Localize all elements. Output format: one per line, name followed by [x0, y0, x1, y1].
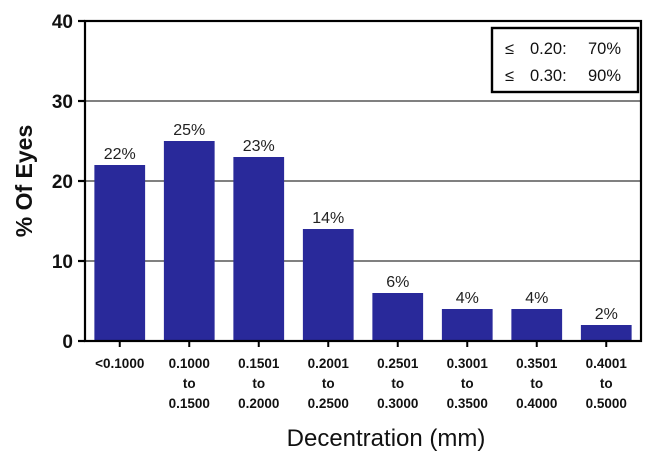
x-tick-label: 0.1000 [169, 356, 210, 371]
x-tick-label: to [391, 376, 404, 391]
x-tick-label: to [461, 376, 474, 391]
x-tick-label: 0.1500 [169, 396, 210, 411]
y-tick-label: 30 [52, 92, 73, 113]
data-labels: 22% 25% 23% 14% 6% 4% 4% 2% [104, 122, 618, 323]
bar [580, 325, 632, 341]
bar [302, 229, 354, 341]
legend: ≤ 0.20: 70% ≤ 0.30: 90% [490, 26, 640, 94]
y-axis-ticks: 0 10 20 30 40 [52, 12, 85, 353]
bar [441, 309, 493, 341]
x-tick-label: 0.3500 [447, 396, 488, 411]
x-tick-label: to [183, 376, 196, 391]
data-label: 22% [104, 146, 136, 163]
x-tick-label: to [322, 376, 335, 391]
x-tick-label: to [530, 376, 543, 391]
x-tick-label: 0.2501 [377, 356, 419, 371]
x-tick-label: 0.5000 [586, 396, 627, 411]
x-tick-label: 0.3001 [447, 356, 489, 371]
data-label: 2% [595, 306, 618, 323]
legend-box [490, 26, 640, 94]
data-label: 4% [456, 290, 479, 307]
legend-entry-2-threshold: 0.30: [530, 67, 567, 85]
x-tick-label: 0.2500 [308, 396, 349, 411]
y-tick-label: 20 [52, 172, 73, 193]
y-tick-label: 10 [52, 252, 73, 273]
data-label: 23% [243, 138, 275, 155]
x-axis-label: Decentration (mm) [287, 425, 486, 452]
legend-entry-1-threshold: 0.20: [530, 40, 567, 58]
bar [163, 141, 215, 341]
legend-entry-2-percent: 90% [588, 67, 621, 85]
x-axis-ticks: <0.1000 0.1000 to 0.1500 0.1501 to 0.2000 0.200… [95, 341, 627, 411]
x-tick-label: 0.3501 [516, 356, 558, 371]
x-tick-label: to [600, 376, 613, 391]
data-label: 14% [312, 210, 344, 227]
x-tick-label: 0.4001 [586, 356, 628, 371]
x-tick-label: 0.3000 [377, 396, 418, 411]
x-tick-label: to [252, 376, 265, 391]
bars [94, 141, 632, 341]
bar [372, 293, 424, 341]
x-tick-label: 0.4000 [516, 396, 557, 411]
data-label: 25% [173, 122, 205, 139]
plot-frame [83, 19, 643, 343]
legend-entry-1-percent: 70% [588, 40, 621, 58]
x-tick-label: 0.2001 [308, 356, 350, 371]
bar [233, 157, 285, 341]
bar [511, 309, 563, 341]
x-tick-label: <0.1000 [95, 356, 144, 371]
x-tick-label: 0.2000 [238, 396, 279, 411]
y-tick-label: 0 [62, 332, 73, 353]
y-axis-label: % Of Eyes [11, 125, 37, 238]
y-tick-label: 40 [52, 12, 73, 33]
legend-entry-1-symbol: ≤ [505, 40, 514, 58]
x-tick-label: 0.1501 [238, 356, 280, 371]
data-label: 4% [525, 290, 548, 307]
data-label: 6% [386, 274, 409, 291]
bar [94, 165, 146, 341]
legend-entry-2-symbol: ≤ [505, 67, 514, 85]
